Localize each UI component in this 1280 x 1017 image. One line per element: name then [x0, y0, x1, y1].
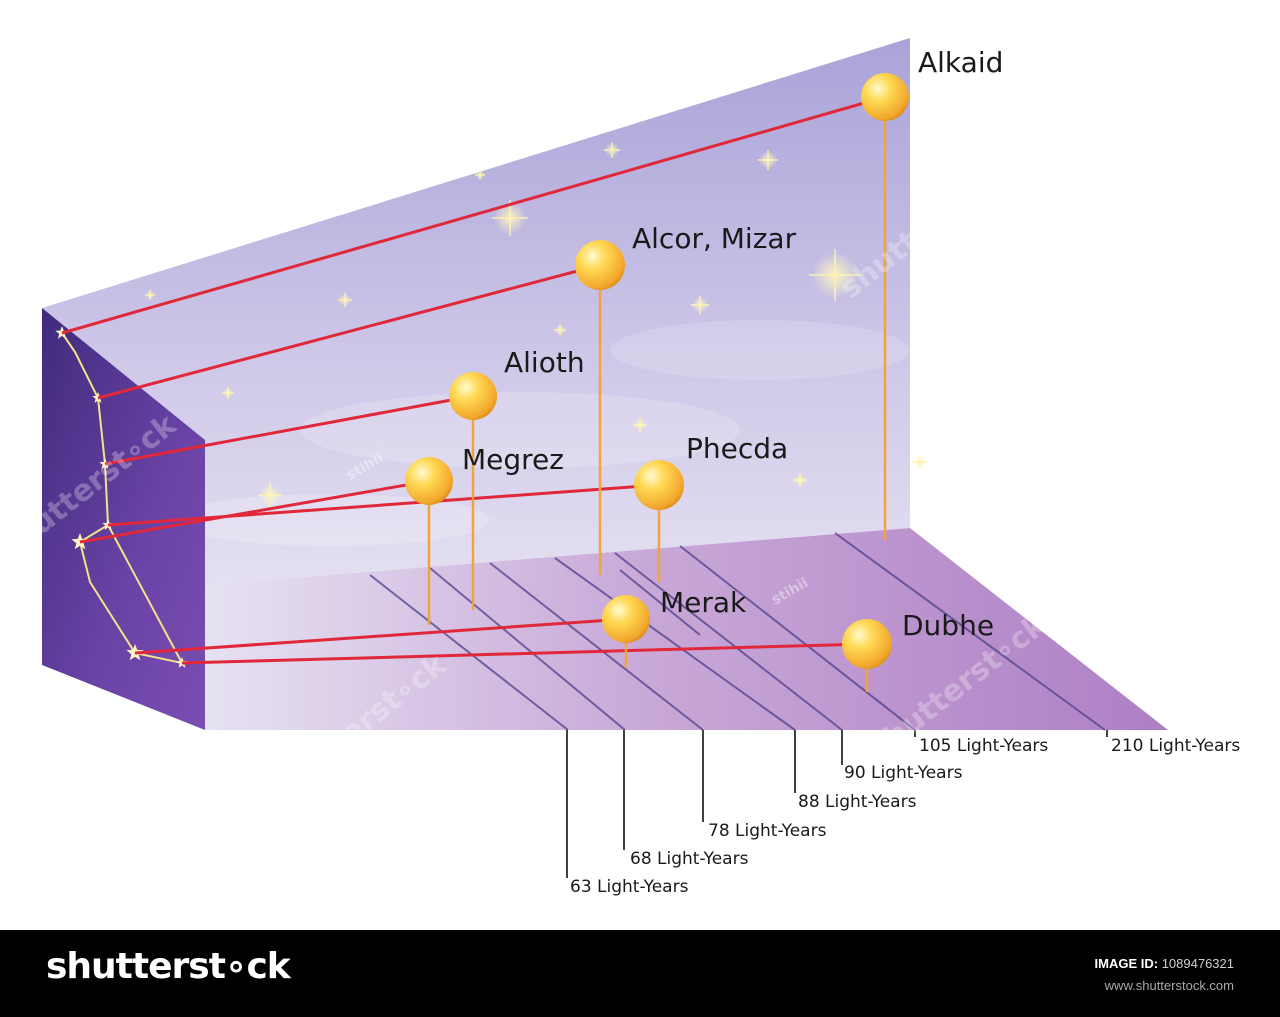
- sight-ray: [134, 617, 627, 655]
- star-sphere: [861, 73, 909, 121]
- cloud-shape: [610, 320, 910, 380]
- image-id: IMAGE ID: 1089476321: [1095, 956, 1235, 971]
- constellation-panel: [42, 308, 205, 730]
- distance-label-210: 210 Light-Years: [1111, 736, 1240, 756]
- star-labels: Alkaid Alcor, Mizar Alioth Megrez Phecda…: [462, 46, 1003, 642]
- twinkle-star: [145, 290, 155, 300]
- image-id-value: 1089476321: [1161, 956, 1234, 971]
- image-id-label: IMAGE ID:: [1094, 956, 1159, 971]
- twinkle-star: [793, 473, 807, 487]
- watermark-author: stihii: [480, 60, 514, 102]
- distance-floor: [205, 528, 1168, 730]
- distance-grid-line: [429, 567, 626, 731]
- star-sphere: [449, 372, 497, 420]
- distance-label-90: 90 Light-Years: [844, 763, 963, 783]
- cloud-shape: [300, 392, 740, 468]
- cloud-shape: [170, 494, 490, 546]
- distance-grid-line: [489, 562, 704, 731]
- sight-ray: [79, 479, 430, 544]
- twinkle-star: [258, 483, 282, 507]
- background-stars: [145, 142, 928, 507]
- distance-grid: [369, 532, 1106, 731]
- star-sphere: [405, 457, 453, 505]
- brand-logo: shutterst∘ck: [46, 946, 291, 987]
- twinkle-star: [604, 142, 620, 158]
- star-sphere: [575, 240, 625, 290]
- twinkle-star: [912, 454, 928, 470]
- stock-footer: shutterst∘ck IMAGE ID: 1089476321 www.sh…: [0, 930, 1280, 1017]
- sight-ray: [61, 95, 886, 335]
- twinkle-star: [222, 387, 234, 399]
- star-label-phecda: Phecda: [686, 432, 788, 465]
- distance-grid-line: [369, 574, 569, 731]
- star-label-megrez: Megrez: [462, 443, 564, 476]
- sky-wall: [42, 38, 910, 585]
- star-stems: [427, 121, 887, 692]
- distance-label-63: 63 Light-Years: [570, 877, 689, 897]
- sight-rays: [61, 95, 886, 665]
- star-spheres: [405, 73, 909, 669]
- distance-grid-line: [554, 557, 796, 731]
- twinkle-star: [758, 150, 778, 170]
- distance-grid-line: [679, 545, 916, 731]
- twinkle-star: [475, 170, 485, 180]
- watermark-text: shutterst∘ck: [1113, 387, 1280, 546]
- site-url: www.shutterstock.com: [1104, 978, 1234, 993]
- twinkle-star: [633, 418, 647, 432]
- distance-label-88: 88 Light-Years: [798, 792, 917, 812]
- star-sphere: [842, 619, 892, 669]
- distance-grid-line: [619, 569, 701, 636]
- twinkle-star: [554, 324, 566, 336]
- sight-ray: [97, 263, 601, 400]
- sight-ray: [181, 642, 868, 665]
- distance-label-105: 105 Light-Years: [919, 736, 1048, 756]
- distance-label-78: 78 Light-Years: [708, 821, 827, 841]
- star-sphere: [634, 460, 684, 510]
- twinkle-star: [338, 293, 352, 307]
- star-sphere: [602, 595, 650, 643]
- distance-grid-line: [614, 552, 843, 731]
- distance-grid-line: [834, 532, 1106, 731]
- sight-ray: [104, 394, 474, 466]
- star-label-dubhe: Dubhe: [902, 609, 994, 642]
- star-label-merak: Merak: [660, 586, 747, 619]
- twinkle-star: [809, 249, 861, 301]
- distance-leaders: [566, 730, 1108, 878]
- sight-ray: [107, 483, 660, 527]
- star-distance-diagram: Alkaid Alcor, Mizar Alioth Megrez Phecda…: [42, 38, 1280, 897]
- star-label-alioth: Alioth: [504, 346, 585, 379]
- distance-labels: 63 Light-Years 68 Light-Years 78 Light-Y…: [570, 736, 1240, 897]
- distance-label-68: 68 Light-Years: [630, 849, 749, 869]
- twinkle-star: [691, 296, 709, 314]
- constellation-lines: [61, 332, 184, 665]
- star-label-alkaid: Alkaid: [918, 46, 1003, 79]
- star-label-alcor-mizar: Alcor, Mizar: [632, 222, 797, 255]
